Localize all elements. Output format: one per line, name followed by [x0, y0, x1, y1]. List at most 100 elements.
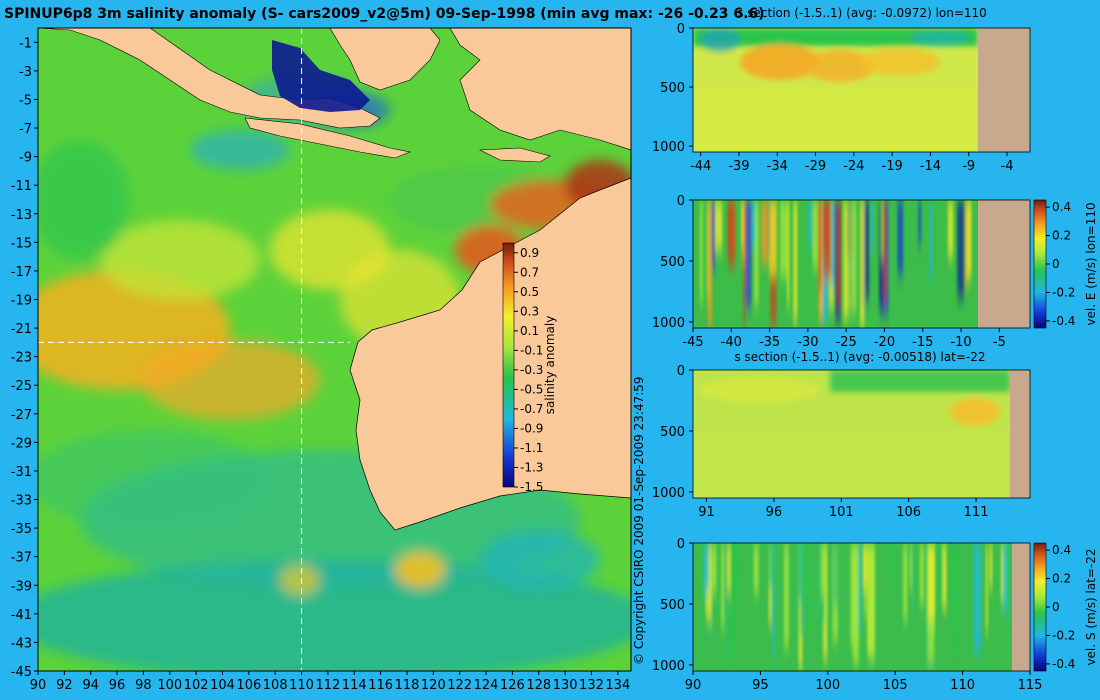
velocity-streak: [714, 200, 723, 251]
section2-colorbar-tick-label: 0.2: [1052, 229, 1071, 243]
map-colorbar-tick-label: -0.3: [520, 363, 543, 377]
velocity-streak: [831, 200, 835, 288]
section3-x-tick-label: 101: [829, 505, 854, 520]
velocity-streak: [823, 543, 828, 661]
velocity-streak: [750, 200, 756, 247]
map-x-tick-label: 122: [447, 678, 472, 693]
map-x-tick-label: 124: [474, 678, 499, 693]
velocity-streak: [947, 200, 954, 259]
map-x-tick-label: 106: [236, 678, 261, 693]
map-x-axis: 90 92 94 96 98 100 102 104 106 108 110 112 114 116 118…: [30, 671, 630, 693]
section2-colorbar-tick-label: 0.4: [1052, 200, 1071, 214]
velocity-streak: [911, 543, 914, 614]
section2-x-tick-label: -25: [836, 335, 857, 350]
section4-plot: [693, 543, 1030, 671]
section2-frame: [692, 199, 1031, 329]
velocity-streak: [903, 543, 908, 621]
section4-y-axis: 0 500 1000: [652, 537, 693, 674]
map-y-tick-label: -3: [19, 65, 32, 80]
map-y-tick-label: -31: [11, 465, 32, 480]
map-y-tick-label: -29: [11, 436, 32, 451]
section4-x-tick-label: 100: [815, 678, 840, 693]
velocity-streak: [818, 200, 821, 291]
map-y-tick-label: -1: [19, 36, 32, 51]
map-x-tick-label: 134: [605, 678, 630, 693]
section1-plot: [693, 28, 1030, 152]
map-y-tick-label: -15: [11, 236, 32, 251]
section1-y-tick-label: 0: [677, 22, 685, 37]
section2-x-tick-label: -35: [759, 335, 780, 350]
map-colorbar-tick-label: -1.3: [520, 460, 543, 474]
section4-frame: [692, 542, 1031, 672]
section1-x-tick-label: -4: [1001, 159, 1014, 174]
velocity-streak: [711, 200, 716, 270]
map-colorbar-tick-label: -0.7: [520, 402, 543, 416]
map-x-tick-label: 126: [500, 678, 525, 693]
velocity-streak: [942, 543, 947, 610]
velocity-streak: [897, 200, 904, 275]
map-y-tick-label: -9: [19, 151, 32, 166]
section1-y-axis: 0 500 1000: [652, 22, 693, 155]
section3-x-axis: 91 96 101 106 111: [698, 498, 988, 520]
section4-y-tick-label: 0: [677, 537, 685, 552]
map-x-tick-label: 132: [579, 678, 604, 693]
velocity-streak: [793, 200, 798, 322]
velocity-streak: [985, 543, 988, 632]
section2-x-tick-label: -30: [797, 335, 818, 350]
map-x-tick-label: 110: [289, 678, 314, 693]
velocity-streak: [823, 200, 829, 254]
section4-x-tick-label: 115: [1018, 678, 1043, 693]
section2-y-axis: 0 500 1000: [652, 194, 693, 331]
land-java-bali: [244, 117, 412, 159]
section3-y-tick-label: 500: [660, 425, 685, 440]
section1-x-tick-label: -29: [805, 159, 826, 174]
map-colorbar-label: salinity anomaly: [543, 316, 557, 415]
map-x-tick-label: 120: [421, 678, 446, 693]
velocity-streak: [843, 200, 849, 320]
velocity-streak: [725, 543, 732, 593]
section1-x-tick-label: -44: [690, 159, 711, 174]
figure-title: SPINUP6p8 3m salinity anomaly (S- cars20…: [4, 6, 765, 22]
velocity-streak: [852, 543, 859, 666]
map-y-axis: -1 -3 -5 -7 -9 -11 -13 -15 -17 -19 -21 -23 -25 -27 -29…: [11, 36, 38, 680]
section1-x-tick-label: -19: [882, 159, 903, 174]
section1-frame: [692, 27, 1031, 153]
velocity-streak: [938, 543, 945, 601]
salinity-map: [38, 28, 631, 671]
map-y-tick-label: -21: [11, 322, 32, 337]
velocity-streak: [728, 200, 736, 267]
map-y-tick-label: -39: [11, 579, 32, 594]
map-y-tick-label: -11: [11, 179, 32, 194]
map-y-tick-label: -19: [11, 293, 32, 308]
map-y-tick-label: -35: [11, 522, 32, 537]
low-salinity-patch: [272, 40, 370, 112]
velocity-streak: [761, 200, 769, 265]
map-x-tick-label: 116: [368, 678, 393, 693]
map-x-tick-label: 118: [395, 678, 420, 693]
section2-x-tick-label: -45: [682, 335, 703, 350]
section3-frame: [692, 369, 1031, 499]
map-y-tick-label: -25: [11, 379, 32, 394]
map-x-tick-label: 112: [315, 678, 340, 693]
map-y-tick-label: -45: [11, 665, 32, 680]
velocity-streak: [881, 200, 887, 302]
land-sulawesi-east: [449, 28, 631, 151]
velocity-streak: [1006, 543, 1015, 606]
velocity-streak: [868, 543, 876, 661]
map-y-tick-label: -33: [11, 494, 32, 509]
velocity-streak: [1002, 543, 1010, 611]
section4-colorbar-label: vel. S (m/s) lat=-22: [1084, 548, 1098, 665]
velocity-streak: [919, 543, 925, 605]
velocity-streak: [699, 200, 703, 303]
section3-y-tick-label: 0: [677, 364, 685, 379]
velocity-streak: [769, 543, 775, 589]
section3-land: [1010, 370, 1030, 498]
map-frame: [37, 27, 632, 672]
section1-title: s section (-1.5..1) (avg: -0.0972) lon=1…: [737, 6, 987, 20]
section4-colorbar-bar: [1033, 542, 1047, 672]
map-y-tick-label: -17: [11, 265, 32, 280]
map-colorbar-bar: [502, 242, 515, 488]
section1-x-tick-label: -9: [962, 159, 975, 174]
section3-y-axis: 0 500 1000: [652, 364, 693, 501]
